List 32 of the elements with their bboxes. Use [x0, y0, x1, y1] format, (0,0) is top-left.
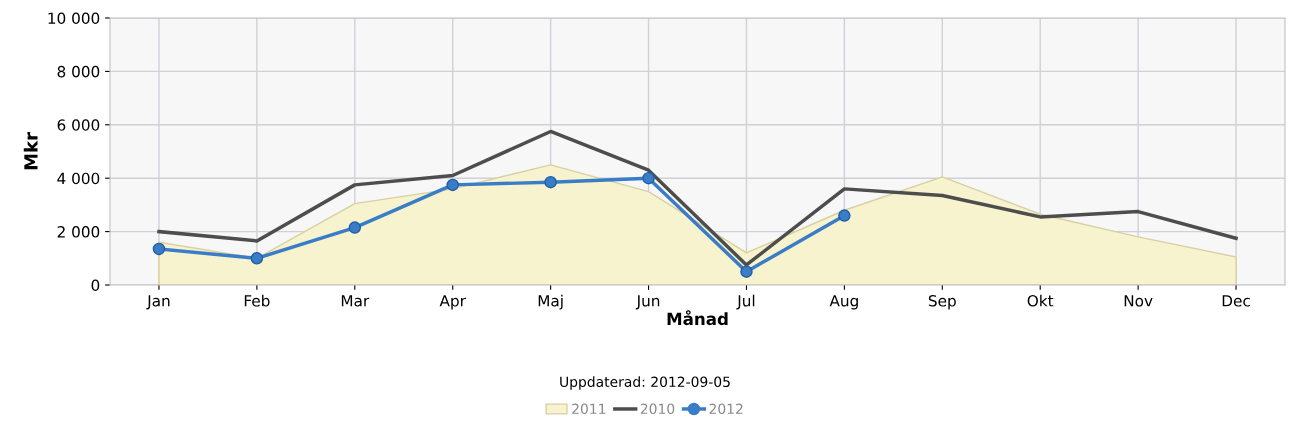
y-tick-label: 2 000: [57, 226, 100, 238]
point: [348, 221, 362, 234]
y-tick-label: 0: [91, 279, 100, 292]
y-tick-label: 10 000: [48, 12, 100, 25]
x-tick-label: Dec: [1222, 295, 1250, 307]
point: [250, 252, 264, 265]
x-tick-label: Mar: [341, 295, 370, 307]
x-tick-label: Nov: [1124, 295, 1153, 307]
x-tick-label: Jan: [146, 295, 170, 310]
point: [838, 209, 851, 222]
point: [740, 265, 753, 278]
x-tick-label: Jul: [736, 294, 755, 310]
point: [446, 178, 459, 192]
y-tick-label: 4 000: [57, 172, 100, 185]
y-tick-label: 8 000: [57, 65, 100, 78]
x-tick-label: Maj: [538, 294, 563, 310]
x-tick-label: Sep: [928, 294, 956, 310]
x-tick-label: Aug: [829, 295, 858, 310]
x-tick-label: Apr: [439, 295, 466, 310]
x-axis-title: Månad: [667, 310, 728, 326]
x-tick-label: Jun: [635, 295, 660, 310]
legend-label: 2011: [572, 403, 606, 415]
y-axis-title: Mkr: [23, 132, 38, 170]
point: [544, 175, 557, 189]
text: Uppdaterad: 2012-09-05: [560, 376, 730, 390]
legend-label: 2010: [640, 403, 675, 415]
x-tick-label: Okt: [1027, 294, 1054, 307]
legend-label: 2012: [709, 403, 743, 415]
point: [152, 242, 166, 256]
point: [642, 171, 655, 185]
x-tick-label: Feb: [244, 294, 270, 307]
y-tick-label: 6 000: [57, 119, 100, 131]
